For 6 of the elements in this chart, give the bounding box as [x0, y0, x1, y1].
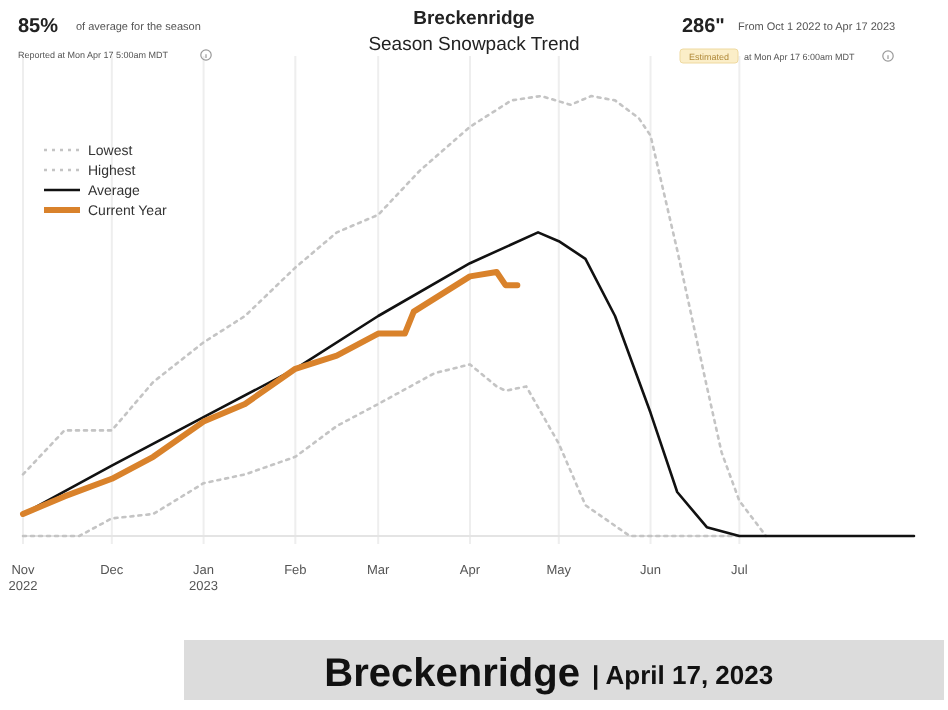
chart-title: Breckenridge [413, 8, 535, 30]
text: 286" [682, 16, 726, 38]
text: | April 17, 2023 [592, 660, 774, 690]
text: 85% [18, 16, 59, 38]
chart-subtitle: Season Snowpack Trend [368, 34, 580, 56]
text: Breckenridge [324, 652, 580, 696]
